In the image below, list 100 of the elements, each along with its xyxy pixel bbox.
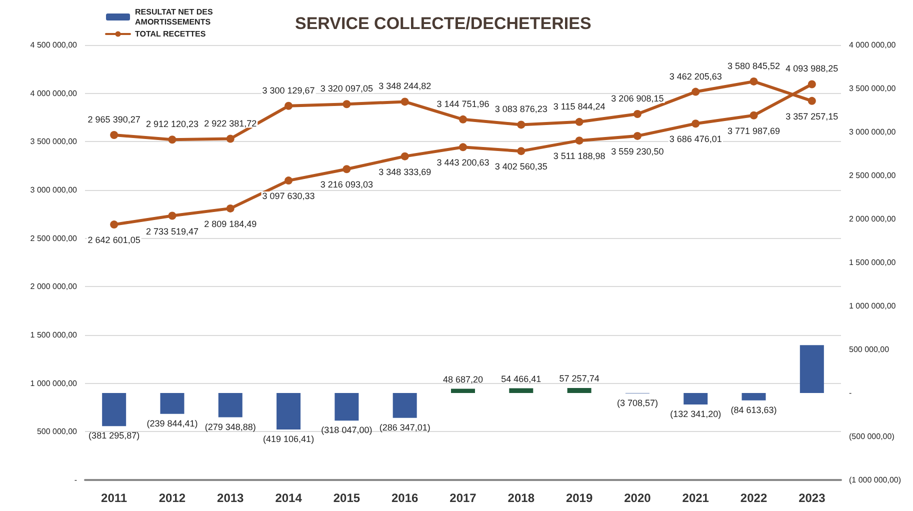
x-tick-label: 2019 [566, 491, 593, 505]
data-label: 2 965 390,27 [88, 114, 140, 125]
x-tick-label: 2013 [217, 491, 244, 505]
x-tick-label: 2016 [391, 491, 419, 505]
point [168, 136, 176, 144]
data-label: (381 295,87) [88, 430, 140, 441]
data-label: 2 642 601,05 [88, 235, 140, 246]
data-label: (132 341,20) [670, 409, 722, 420]
bar [102, 393, 126, 426]
bar [742, 393, 766, 400]
y2-tick-label: 2 000 000,00 [849, 214, 896, 224]
y-tick-label: 1 000 000,00 [30, 378, 78, 388]
bar [567, 388, 592, 393]
data-label: 3 443 200,63 [436, 158, 490, 168]
point [226, 134, 234, 143]
data-label: (318 047,00) [321, 425, 372, 436]
data-label: 3 348 244,82 [378, 81, 432, 92]
bar [509, 388, 534, 393]
point [517, 147, 526, 156]
data-label: 57 257,74 [559, 374, 600, 384]
bar [218, 393, 242, 418]
data-label: 3 686 476,01 [669, 134, 722, 144]
bar [276, 393, 301, 430]
data-label: 3 559 230,50 [611, 146, 664, 156]
data-label: 3 097 630,33 [262, 191, 315, 202]
data-label: 3 320 097,05 [320, 84, 373, 94]
point [110, 220, 118, 229]
y-tick-label: 4 500 000,00 [30, 40, 78, 50]
data-label: (279 348,88) [204, 422, 256, 432]
point [633, 132, 642, 140]
y2-tick-label: (500 000,00) [849, 432, 895, 441]
point [459, 143, 467, 152]
y2-tick-label: 1 000 000,00 [849, 302, 896, 310]
x-tick-label: 2018 [508, 491, 535, 505]
point [400, 152, 409, 160]
point [750, 111, 758, 120]
data-label: 54 466,41 [501, 374, 542, 384]
data-label: 3 144 751,96 [436, 98, 490, 109]
point [284, 176, 293, 185]
legend-label: RESULTAT NET DES AMORTISSEMENTS [135, 8, 215, 26]
data-label: (286 347,01) [379, 422, 430, 432]
point [226, 204, 234, 212]
bar [800, 345, 824, 393]
y-tick-label: 2 000 000,00 [30, 282, 78, 292]
data-label: 3 206 908,15 [611, 94, 664, 104]
y-tick-label: 3 000 000,00 [30, 186, 78, 194]
chart-title: SERVICE COLLECTE/DECHETERIES [295, 14, 592, 33]
data-label: 3 083 876,23 [494, 104, 548, 114]
data-label: 4 093 988,25 [786, 64, 838, 74]
point [575, 118, 584, 126]
y2-tick-label: 1 500 000,00 [849, 258, 896, 267]
x-tick-label: 2017 [450, 491, 477, 505]
point [692, 88, 700, 96]
data-label: (3 708,57) [616, 398, 658, 408]
bar [334, 393, 359, 421]
data-label: 3 115 844,24 [553, 101, 606, 112]
bar [392, 393, 417, 418]
y2-tick-label: 3 500 000,00 [849, 84, 896, 93]
data-label: 2 809 184,49 [204, 218, 257, 229]
y-tick-label: 4 000 000,00 [30, 88, 78, 98]
point [168, 212, 176, 220]
y2-tick-label: (1 000 000,00) [849, 476, 902, 484]
x-tick-label: 2022 [740, 491, 768, 505]
y2-tick-label: 2 500 000,00 [849, 171, 896, 180]
y-tick-label: - [74, 476, 78, 484]
x-tick-label: 2023 [798, 491, 826, 505]
x-tick-label: 2020 [624, 491, 652, 505]
y2-tick-label: 3 000 000,00 [849, 128, 896, 136]
data-label: 3 357 257,15 [786, 111, 838, 122]
y-tick-label: 2 500 000,00 [30, 234, 78, 243]
data-label: 48 687,20 [442, 374, 484, 384]
point [750, 77, 758, 86]
data-label: 3 216 093,03 [320, 180, 373, 190]
data-label: 2 733 519,47 [146, 226, 199, 236]
data-label: 3 771 987,69 [727, 126, 780, 136]
bar [160, 393, 184, 414]
y-tick-label: 500 000,00 [36, 427, 78, 436]
x-tick-label: 2012 [158, 491, 186, 505]
data-label: 2 922 381,72 [204, 118, 257, 128]
bar [684, 393, 708, 405]
data-label: 3 402 560,35 [494, 162, 548, 172]
data-label: 3 511 188,98 [553, 151, 606, 162]
y-tick-label: 3 500 000,00 [30, 137, 78, 146]
data-label: (419 106,41) [263, 434, 314, 444]
data-label: (239 844,41) [146, 418, 198, 428]
data-label: 3 580 845,52 [727, 60, 780, 71]
data-label: 3 462 205,63 [669, 71, 722, 82]
point [400, 98, 409, 106]
x-tick-label: 2021 [682, 491, 710, 505]
data-label: (84 613,63) [730, 404, 777, 415]
bar [451, 388, 475, 393]
point [284, 102, 293, 110]
point [808, 96, 816, 105]
point [575, 136, 584, 145]
y2-tick-label: 500 000,00 [849, 345, 890, 354]
point [808, 80, 816, 88]
point [633, 110, 642, 118]
data-label: 3 348 333,69 [378, 166, 432, 177]
point [692, 120, 700, 128]
x-tick-label: 2014 [275, 491, 302, 505]
